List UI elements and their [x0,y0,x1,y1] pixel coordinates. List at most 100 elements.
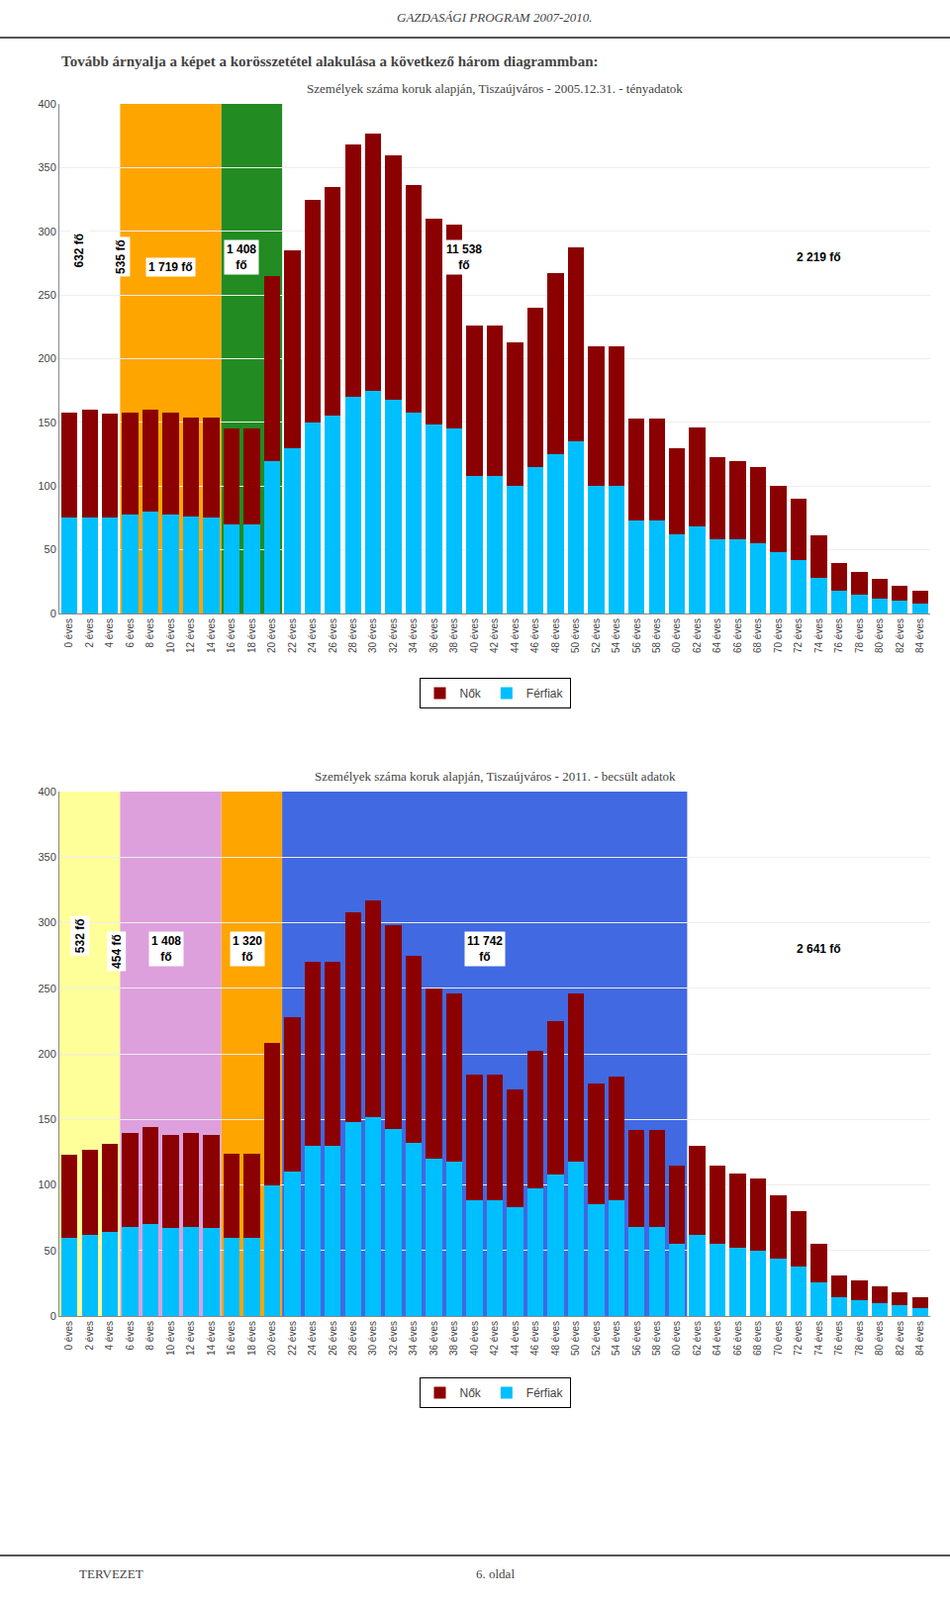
svg-text:1 408fő: 1 408fő [226,242,257,273]
svg-text:454 fő: 454 fő [109,934,124,969]
svg-text:1 408fő: 1 408fő [151,934,182,964]
svg-text:72 éves: 72 éves [792,618,804,654]
svg-text:64 éves: 64 éves [711,1321,723,1356]
svg-text:2 641 fő: 2 641 fő [796,942,842,956]
svg-text:200: 200 [37,352,56,365]
svg-text:26 éves: 26 éves [327,618,339,654]
svg-text:28 éves: 28 éves [347,1321,359,1356]
svg-text:38 éves: 38 éves [448,1321,460,1356]
svg-text:24 éves: 24 éves [306,1321,318,1356]
svg-text:68 éves: 68 éves [752,618,763,654]
svg-text:Személyek száma koruk alapján,: Személyek száma koruk alapján, Tiszaújvá… [314,768,676,784]
svg-text:30 éves: 30 éves [367,618,379,654]
svg-text:52 éves: 52 éves [590,618,602,654]
svg-text:74 éves: 74 éves [813,618,825,654]
svg-text:18 éves: 18 éves [246,618,258,654]
svg-text:22 éves: 22 éves [286,1321,298,1356]
svg-text:632 fő: 632 fő [72,233,87,269]
svg-text:0: 0 [50,607,57,620]
svg-text:0 éves: 0 éves [63,1321,75,1350]
svg-text:350: 350 [37,851,56,863]
svg-text:Férfiak: Férfiak [526,1386,565,1401]
svg-text:36 éves: 36 éves [428,618,440,654]
svg-text:48 éves: 48 éves [550,618,562,654]
svg-text:16 éves: 16 éves [225,1321,237,1356]
svg-text:250: 250 [37,288,56,301]
svg-text:30 éves: 30 éves [367,1321,379,1356]
svg-text:300: 300 [37,916,56,929]
svg-text:16 éves: 16 éves [225,618,237,654]
svg-text:38 éves: 38 éves [448,618,460,654]
svg-text:400: 400 [37,97,56,110]
svg-text:12 éves: 12 éves [185,1321,196,1356]
svg-text:4 éves: 4 éves [103,1321,115,1350]
svg-text:300: 300 [37,225,56,238]
svg-text:GAZDASÁGI PROGRAM 2007-2010.: GAZDASÁGI PROGRAM 2007-2010. [396,9,593,25]
svg-text:60 éves: 60 éves [670,618,682,654]
svg-text:58 éves: 58 éves [651,1321,663,1356]
svg-text:50: 50 [44,1244,57,1257]
svg-text:46 éves: 46 éves [529,1321,541,1356]
svg-text:2 éves: 2 éves [84,1321,95,1350]
svg-text:46 éves: 46 éves [529,618,541,654]
svg-text:84 éves: 84 éves [914,618,926,654]
svg-text:2 éves: 2 éves [84,618,95,648]
svg-text:50 éves: 50 éves [570,1321,581,1356]
svg-text:150: 150 [37,416,56,429]
svg-text:Férfiak: Férfiak [526,686,565,701]
svg-text:34 éves: 34 éves [407,618,419,654]
svg-text:32 éves: 32 éves [387,1321,399,1356]
svg-text:68 éves: 68 éves [752,1321,763,1356]
svg-text:76 éves: 76 éves [833,618,845,654]
svg-text:48 éves: 48 éves [550,1321,562,1356]
svg-text:40 éves: 40 éves [469,618,480,654]
svg-text:84 éves: 84 éves [914,1321,926,1356]
svg-text:11 742fő: 11 742fő [467,934,503,964]
svg-text:150: 150 [37,1113,56,1126]
svg-text:250: 250 [37,982,56,995]
svg-text:1 719 fő: 1 719 fő [148,260,193,275]
svg-text:535 fő: 535 fő [113,239,128,275]
svg-text:70 éves: 70 éves [772,618,784,654]
svg-text:44 éves: 44 éves [509,618,521,654]
svg-text:100: 100 [37,479,56,492]
svg-text:4 éves: 4 éves [103,618,115,648]
svg-text:32 éves: 32 éves [387,618,399,654]
svg-text:64 éves: 64 éves [711,618,723,654]
svg-text:12 éves: 12 éves [185,618,196,654]
svg-text:58 éves: 58 éves [651,618,663,654]
svg-text:54 éves: 54 éves [610,618,622,654]
svg-text:52 éves: 52 éves [590,1321,602,1356]
svg-text:42 éves: 42 éves [488,618,500,654]
svg-text:80 éves: 80 éves [873,1321,885,1356]
svg-text:62 éves: 62 éves [691,618,703,654]
svg-text:40 éves: 40 éves [469,1321,480,1356]
svg-text:400: 400 [37,785,56,798]
svg-text:80 éves: 80 éves [873,618,885,654]
svg-text:50: 50 [44,543,57,556]
svg-text:24 éves: 24 éves [306,618,318,654]
svg-text:TERVEZET: TERVEZET [79,1566,144,1582]
svg-text:Személyek száma koruk alapján,: Személyek száma koruk alapján, Tiszaújvá… [306,81,683,96]
svg-text:50 éves: 50 éves [570,618,581,654]
svg-text:54 éves: 54 éves [610,1321,622,1356]
svg-text:76 éves: 76 éves [833,1321,845,1356]
svg-text:0: 0 [50,1310,57,1323]
svg-text:8 éves: 8 éves [144,1321,156,1350]
svg-text:82 éves: 82 éves [894,1321,906,1356]
svg-text:8 éves: 8 éves [144,618,156,648]
svg-text:14 éves: 14 éves [205,618,217,654]
svg-text:22 éves: 22 éves [286,618,298,654]
svg-text:10 éves: 10 éves [165,618,177,654]
svg-text:350: 350 [37,161,56,174]
svg-text:56 éves: 56 éves [631,1321,643,1356]
svg-text:34 éves: 34 éves [407,1321,419,1356]
svg-text:2 219 fő: 2 219 fő [796,250,842,265]
svg-text:1 320fő: 1 320fő [232,934,263,964]
svg-text:70 éves: 70 éves [772,1321,784,1356]
svg-text:20 éves: 20 éves [266,618,278,654]
svg-text:0 éves: 0 éves [63,618,75,648]
svg-text:72 éves: 72 éves [792,1321,804,1356]
svg-text:Nők: Nők [460,1386,482,1401]
svg-text:14 éves: 14 éves [205,1321,217,1356]
